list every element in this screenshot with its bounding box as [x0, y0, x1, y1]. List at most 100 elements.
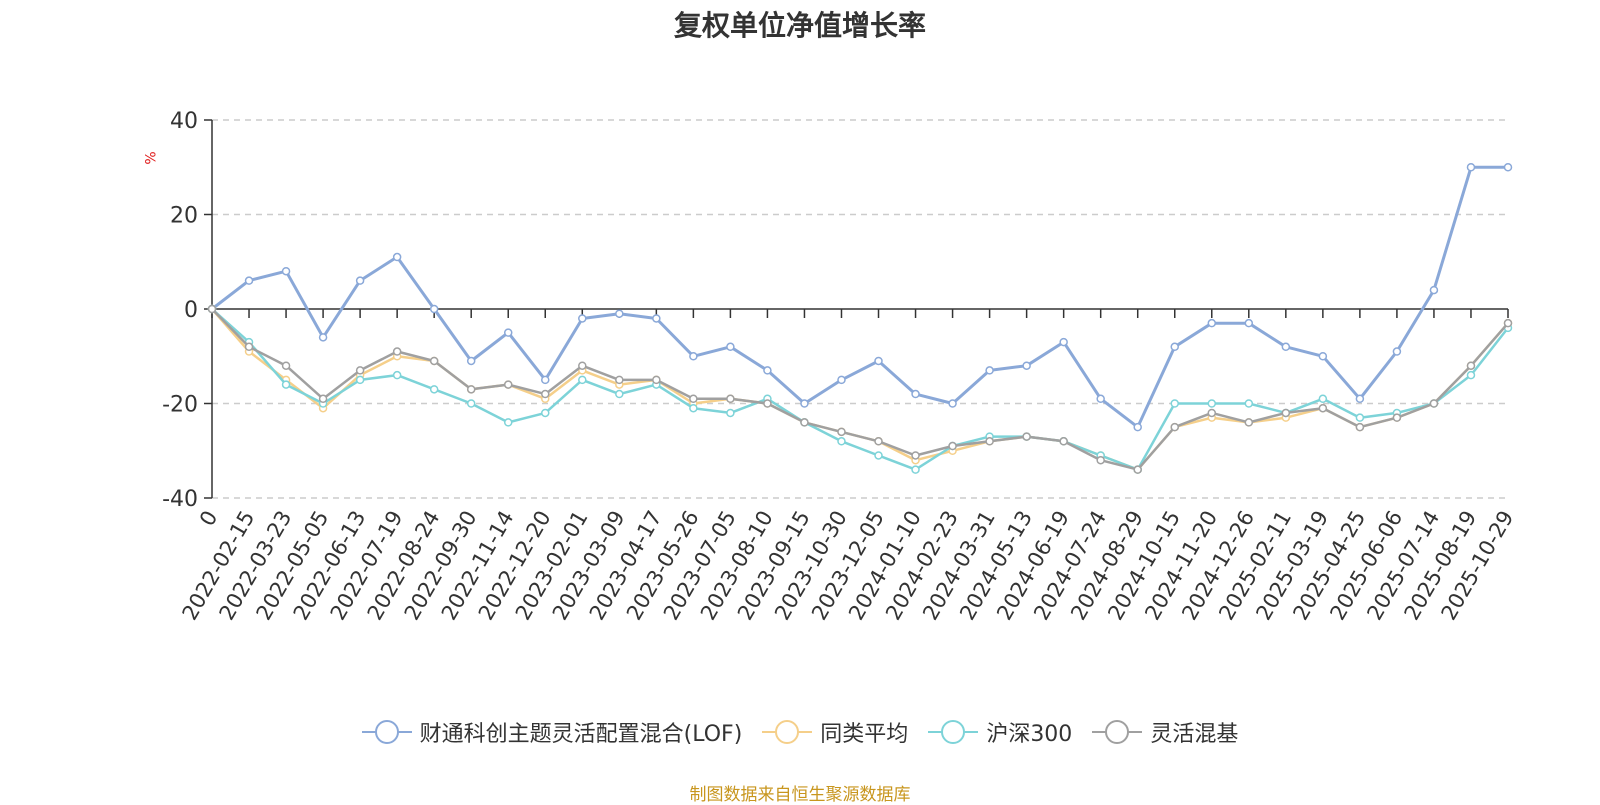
- data-point: [726, 408, 735, 418]
- data-point: [392, 347, 402, 356]
- data-point: [392, 370, 402, 380]
- data-point: [541, 408, 550, 418]
- data-point: [837, 375, 846, 385]
- data-point: [1244, 318, 1254, 328]
- legend-label: 同类平均: [820, 722, 909, 747]
- data-point: [1318, 352, 1328, 361]
- data-point: [1466, 370, 1476, 380]
- data-point: [207, 304, 217, 314]
- legend-item[interactable]: 灵活混基: [1092, 716, 1238, 748]
- data-point: [1133, 422, 1142, 432]
- data-point: [1392, 413, 1402, 422]
- data-point: [689, 394, 698, 404]
- data-point: [615, 389, 624, 399]
- y-tick-label: -40: [162, 487, 198, 512]
- data-point: [281, 361, 291, 370]
- data-point: [1133, 465, 1142, 474]
- data-point: [1429, 285, 1439, 295]
- data-point: [541, 375, 550, 385]
- line-chart: -40-200204002022-02-152022-03-232022-05-…: [162, 109, 1518, 624]
- data-point: [1355, 422, 1365, 432]
- data-point: [429, 385, 439, 394]
- data-point: [1207, 399, 1217, 408]
- data-point: [1059, 337, 1068, 347]
- data-point: [837, 437, 846, 446]
- data-point: [466, 385, 476, 394]
- data-point: [1429, 399, 1439, 408]
- data-point: [615, 375, 624, 385]
- y-tick-label: 40: [170, 109, 198, 134]
- data-point: [1355, 394, 1365, 404]
- axis-layer: [204, 119, 1509, 499]
- data-point: [763, 366, 772, 375]
- grid-layer: [212, 119, 1508, 499]
- series-line: [211, 165, 1508, 429]
- data-point: [281, 380, 291, 389]
- legend-item[interactable]: 沪深300: [928, 716, 1072, 748]
- data-point: [985, 437, 994, 446]
- legend-label: 财通科创主题灵活配置混合(LOF): [419, 722, 743, 747]
- data-point: [1022, 432, 1031, 441]
- data-point: [763, 399, 772, 408]
- data-point: [1096, 394, 1105, 404]
- data-point: [874, 356, 883, 366]
- data-point: [318, 333, 328, 342]
- data-point: [985, 366, 994, 375]
- legend-label: 灵活混基: [1150, 722, 1239, 747]
- series-layer: [207, 163, 1513, 474]
- legend-marker-icon: [1092, 720, 1143, 744]
- data-point: [911, 389, 920, 399]
- data-point: [1170, 422, 1179, 432]
- data-point: [652, 375, 661, 385]
- data-point: [355, 276, 365, 285]
- x-tick-label: 0: [195, 507, 222, 531]
- data-point: [578, 375, 587, 385]
- data-point: [244, 342, 254, 352]
- data-point: [466, 399, 476, 408]
- legend-item[interactable]: 财通科创主题灵活配置混合(LOF): [361, 716, 743, 748]
- series-line: [211, 308, 1509, 471]
- legend-label: 沪深300: [986, 722, 1073, 747]
- legend-marker-icon: [928, 720, 979, 744]
- data-point: [541, 389, 550, 399]
- data-point: [244, 276, 254, 285]
- data-point: [800, 399, 809, 408]
- data-point: [429, 304, 439, 314]
- data-point: [689, 403, 698, 413]
- data-point: [689, 352, 698, 361]
- data-point: [1281, 408, 1291, 418]
- data-point: [503, 380, 513, 389]
- data-point: [1318, 403, 1328, 413]
- data-point: [392, 252, 402, 262]
- data-point: [318, 394, 328, 404]
- legend-item[interactable]: 同类平均: [762, 716, 908, 748]
- data-point: [874, 437, 883, 446]
- data-point: [948, 441, 957, 451]
- data-point: [948, 399, 957, 408]
- legend: 财通科创主题灵活配置混合(LOF) 同类平均 沪深300 灵活混基: [0, 716, 1600, 748]
- data-point: [1244, 399, 1254, 408]
- data-point: [911, 451, 920, 460]
- legend-marker-icon: [361, 720, 412, 744]
- data-point: [1318, 394, 1328, 404]
- data-point: [837, 427, 846, 437]
- data-point: [1355, 413, 1365, 422]
- data-point: [911, 465, 920, 474]
- data-point: [874, 451, 883, 460]
- data-point: [1503, 318, 1513, 328]
- data-point: [355, 366, 365, 375]
- y-tick-label: 0: [184, 298, 198, 323]
- data-point: [726, 342, 735, 352]
- data-point: [578, 314, 587, 323]
- data-point: [1170, 342, 1179, 352]
- data-point: [429, 356, 439, 366]
- data-point: [615, 309, 624, 318]
- chart-title: 复权单位净值增长率: [673, 9, 926, 42]
- data-point: [1466, 163, 1476, 172]
- y-tick-label: 20: [170, 204, 198, 229]
- data-point: [578, 361, 587, 370]
- data-point: [466, 356, 476, 366]
- data-point: [1244, 418, 1254, 427]
- data-point: [1466, 361, 1476, 370]
- series-line: [211, 308, 1509, 471]
